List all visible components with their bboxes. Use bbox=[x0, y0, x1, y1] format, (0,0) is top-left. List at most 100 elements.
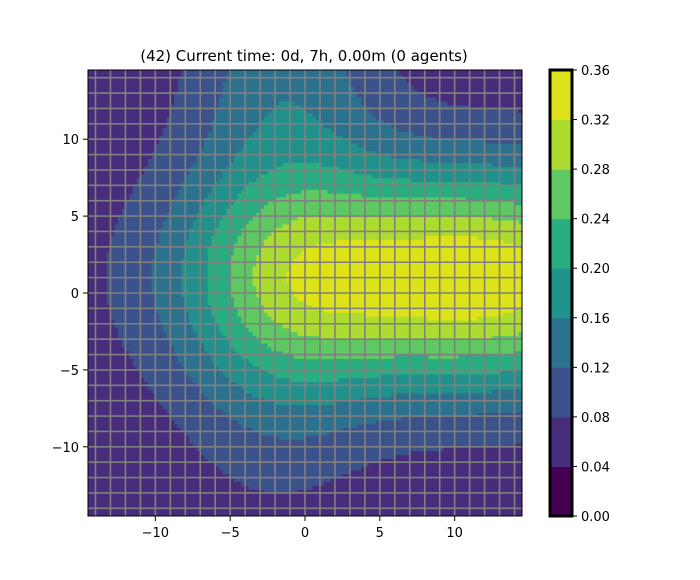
contour-cell bbox=[507, 408, 512, 413]
contour-cell bbox=[492, 404, 497, 409]
contour-cell bbox=[106, 389, 112, 394]
contour-cell bbox=[267, 489, 272, 494]
contour-cell bbox=[402, 454, 407, 459]
contour-cell bbox=[308, 512, 314, 516]
contour-cell bbox=[417, 392, 422, 398]
contour-cell bbox=[278, 477, 284, 482]
contour-cell bbox=[301, 504, 306, 509]
contour-cell bbox=[327, 408, 332, 413]
contour-cell bbox=[364, 377, 370, 383]
contour-cell bbox=[252, 496, 257, 502]
contour-cell bbox=[357, 427, 362, 433]
contour-cell bbox=[177, 427, 183, 433]
contour-cell bbox=[316, 431, 321, 436]
contour-cell bbox=[424, 512, 430, 516]
contour-cell bbox=[413, 427, 418, 433]
contour-cell bbox=[402, 492, 407, 498]
contour-cell bbox=[121, 481, 127, 486]
contour-cell bbox=[323, 385, 329, 390]
contour-cell bbox=[233, 458, 239, 463]
contour-cell bbox=[357, 408, 362, 413]
contour-cell bbox=[278, 462, 284, 467]
contour-cell bbox=[488, 404, 493, 409]
contour-cell bbox=[290, 512, 295, 516]
contour-cell bbox=[222, 416, 228, 421]
contour-cell bbox=[379, 442, 385, 448]
contour-cell bbox=[140, 450, 145, 456]
contour-cell bbox=[136, 512, 141, 516]
contour-cell bbox=[312, 404, 317, 409]
contour-cell bbox=[346, 350, 351, 356]
contour-cell bbox=[484, 412, 489, 417]
contour-cell bbox=[102, 373, 108, 379]
contour-cell bbox=[106, 458, 112, 463]
contour-cell bbox=[151, 358, 156, 363]
contour-cell bbox=[252, 350, 257, 356]
contour-cell bbox=[106, 477, 112, 482]
contour-cell bbox=[312, 362, 317, 367]
contour-cell bbox=[439, 466, 445, 471]
contour-cell bbox=[488, 481, 493, 486]
contour-cell bbox=[458, 442, 463, 448]
contour-cell bbox=[125, 354, 130, 359]
contour-cell bbox=[290, 439, 295, 444]
contour-cell bbox=[424, 392, 430, 398]
contour-cell bbox=[189, 462, 194, 467]
contour-cell bbox=[409, 427, 415, 433]
contour-cell bbox=[110, 492, 115, 498]
contour-cell bbox=[361, 392, 366, 398]
contour-cell bbox=[275, 377, 280, 383]
contour-cell bbox=[174, 412, 179, 417]
contour-cell bbox=[428, 469, 433, 475]
contour-cell bbox=[462, 427, 467, 433]
contour-cell bbox=[346, 504, 351, 509]
contour-cell bbox=[290, 381, 295, 386]
contour-cell bbox=[245, 358, 250, 363]
contour-cell bbox=[391, 373, 396, 379]
contour-cell bbox=[174, 373, 179, 379]
contour-cell bbox=[88, 366, 93, 371]
contour-cell bbox=[368, 358, 373, 363]
contour-cell bbox=[91, 469, 97, 475]
contour-cell bbox=[331, 446, 336, 452]
contour-cell bbox=[174, 427, 179, 433]
contour-cell bbox=[368, 485, 373, 490]
contour-cell bbox=[458, 492, 463, 498]
contour-cell bbox=[424, 473, 430, 479]
contour-cell bbox=[402, 446, 407, 452]
contour-cell bbox=[99, 435, 104, 440]
contour-cell bbox=[110, 385, 115, 390]
contour-cell bbox=[458, 435, 463, 440]
contour-cell bbox=[226, 439, 231, 444]
contour-cell bbox=[342, 354, 347, 359]
contour-cell bbox=[290, 392, 295, 398]
contour-cell bbox=[327, 462, 332, 467]
contour-cell bbox=[499, 358, 504, 363]
contour-cell bbox=[484, 512, 489, 516]
contour-cell bbox=[372, 500, 377, 506]
contour-cell bbox=[331, 396, 336, 402]
contour-cell bbox=[271, 423, 276, 429]
contour-cell bbox=[278, 381, 284, 386]
contour-cell bbox=[432, 458, 437, 463]
contour-cell bbox=[147, 477, 153, 482]
contour-cell bbox=[372, 496, 377, 502]
contour-cell bbox=[495, 419, 501, 425]
contour-cell bbox=[275, 412, 280, 417]
contour-cell bbox=[334, 439, 340, 444]
contour-cell bbox=[465, 408, 471, 413]
contour-cell bbox=[357, 354, 362, 359]
contour-cell bbox=[185, 404, 190, 409]
contour-cell bbox=[211, 492, 216, 498]
contour-cell bbox=[316, 416, 321, 421]
contour-cell bbox=[211, 431, 216, 436]
contour-cell bbox=[263, 508, 269, 513]
contour-cell bbox=[480, 373, 486, 379]
contour-cell bbox=[129, 462, 134, 467]
contour-cell bbox=[480, 427, 486, 433]
contour-cell bbox=[196, 427, 201, 433]
contour-cell bbox=[503, 473, 508, 479]
contour-cell bbox=[465, 508, 471, 513]
contour-cell bbox=[95, 358, 100, 363]
contour-cell bbox=[271, 366, 276, 371]
